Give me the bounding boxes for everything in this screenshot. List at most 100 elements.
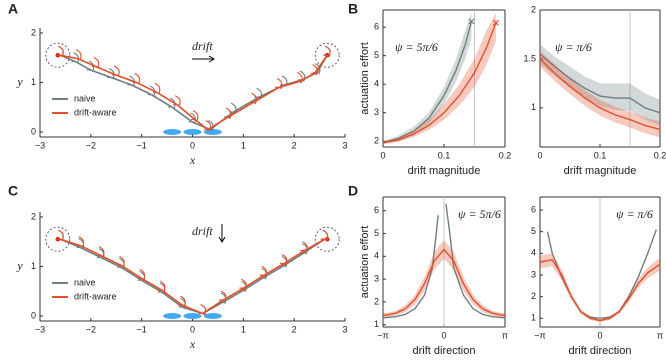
annotation: drift xyxy=(192,224,213,238)
body-pose xyxy=(137,268,146,281)
panel-label: A xyxy=(8,1,18,17)
body-pose xyxy=(132,72,141,85)
x-tick-label: −π xyxy=(377,330,388,340)
annotation: drift xyxy=(192,39,213,53)
y-tick-label: 2 xyxy=(531,291,536,301)
x-tick-label: 0.1 xyxy=(438,150,451,160)
x-tick-label: 0.2 xyxy=(499,150,512,160)
series-line xyxy=(382,248,506,317)
target-zone xyxy=(45,226,71,252)
annotation: ψ = π/6 xyxy=(555,40,592,54)
swimmer-start xyxy=(183,313,202,320)
body-pose xyxy=(295,72,303,84)
body-pose xyxy=(173,95,181,107)
body-pose xyxy=(76,236,85,248)
series-line xyxy=(382,21,473,144)
y-tick-label: 5 xyxy=(531,226,536,236)
x-tick-label: −2 xyxy=(86,324,96,334)
x-tick-label: 2 xyxy=(292,324,297,334)
body-pose xyxy=(198,304,207,316)
body-pose xyxy=(297,70,306,82)
y-tick-label: 1 xyxy=(531,102,536,112)
x-tick-label: −3 xyxy=(35,140,45,150)
body-pose xyxy=(56,45,64,58)
legend-label: naive xyxy=(74,277,96,287)
legend-label: naive xyxy=(74,93,96,103)
body-pose xyxy=(56,229,64,242)
x-axis-label: drift magnitude xyxy=(564,165,637,177)
y-tick-label: 1.5 xyxy=(523,53,536,63)
confidence-band xyxy=(540,51,660,138)
body-pose xyxy=(157,280,166,293)
y-tick-label: 2 xyxy=(374,296,379,306)
body-pose xyxy=(203,120,212,132)
body-pose xyxy=(218,290,227,303)
y-tick-label: 2 xyxy=(31,211,36,221)
body-pose xyxy=(320,229,329,242)
y-tick-label: 4 xyxy=(374,79,379,89)
body-pose xyxy=(112,65,120,77)
x-axis-label: drift direction xyxy=(569,345,632,357)
end-marker xyxy=(468,18,475,25)
y-tick-label: 2 xyxy=(531,4,536,14)
panel-label: D xyxy=(348,183,358,199)
body-pose xyxy=(73,49,82,61)
x-tick-label: −1 xyxy=(137,324,147,334)
x-tick-label: −2 xyxy=(86,140,96,150)
y-tick-label: 6 xyxy=(374,22,379,32)
x-tick-label: 0 xyxy=(190,324,195,334)
x-tick-label: 0 xyxy=(537,150,542,160)
y-tick-label: 6 xyxy=(374,205,379,215)
x-tick-label: 0.2 xyxy=(654,150,666,160)
x-tick-label: 0 xyxy=(380,150,385,160)
body-pose xyxy=(147,85,156,97)
confidence-band xyxy=(540,44,660,126)
y-axis-label: y xyxy=(16,258,23,272)
x-tick-label: −π xyxy=(534,330,545,340)
y-tick-label: 3 xyxy=(531,269,536,279)
drift-arrow xyxy=(218,224,226,243)
annotation: ψ = 5π/6 xyxy=(395,40,438,54)
body-pose xyxy=(86,60,95,72)
x-axis-label: x xyxy=(189,153,196,167)
y-tick-label: 1 xyxy=(531,313,536,323)
body-pose xyxy=(137,270,146,283)
x-tick-label: −1 xyxy=(137,140,147,150)
legend-label: drift-aware xyxy=(74,107,117,117)
confidence-band xyxy=(383,12,472,145)
x-tick-label: 1 xyxy=(241,140,246,150)
end-marker xyxy=(492,19,499,26)
body-pose xyxy=(91,57,100,69)
swimmer-start xyxy=(183,129,202,136)
body-pose xyxy=(259,265,268,278)
y-tick-label: 4 xyxy=(531,248,536,258)
legend-label: drift-aware xyxy=(74,291,117,301)
body-pose xyxy=(117,256,125,268)
series-line xyxy=(539,259,661,322)
body-pose xyxy=(178,295,186,307)
series-line xyxy=(539,58,661,131)
x-tick-label: 0.1 xyxy=(594,150,607,160)
y-tick-label: 1 xyxy=(31,77,36,87)
series-line xyxy=(539,53,661,114)
y-axis-label: actuation effort xyxy=(359,226,371,299)
body-pose xyxy=(249,92,257,105)
panel-label: C xyxy=(8,183,18,199)
y-tick-label: 4 xyxy=(374,251,379,261)
y-axis-label: actuation effort xyxy=(359,42,371,115)
swimmer-start xyxy=(203,313,222,320)
target-zone xyxy=(314,42,340,68)
body-pose xyxy=(300,241,308,253)
y-tick-label: 1 xyxy=(374,319,379,329)
y-tick-label: 2 xyxy=(31,27,36,37)
x-tick-label: 0 xyxy=(441,330,446,340)
series-line xyxy=(382,203,506,319)
annotation: ψ = π/6 xyxy=(616,207,653,221)
x-tick-label: 3 xyxy=(342,140,347,150)
body-pose xyxy=(106,68,115,80)
body-pose xyxy=(157,282,166,295)
y-tick-label: 0 xyxy=(31,310,36,320)
body-pose xyxy=(190,110,199,122)
annotation: ψ = 5π/6 xyxy=(458,207,501,221)
